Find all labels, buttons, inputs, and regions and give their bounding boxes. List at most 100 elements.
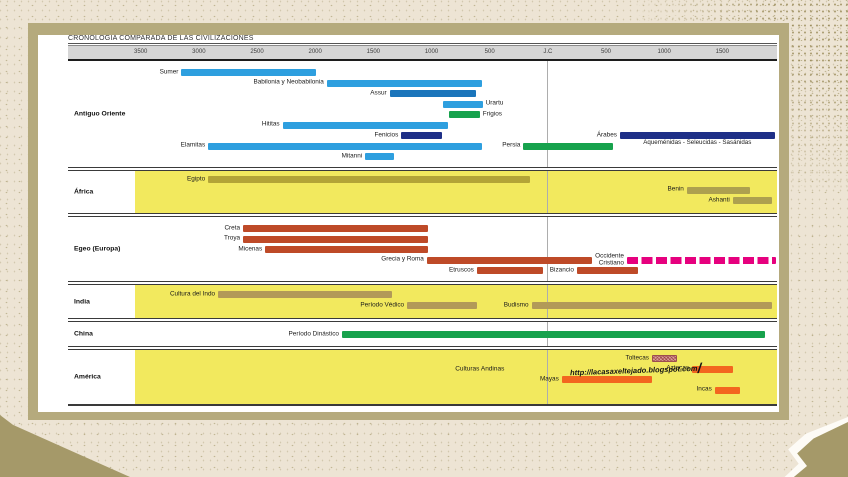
timeline-row: Hititas	[68, 120, 777, 129]
bar-label-etruscos: Etruscos	[449, 266, 474, 274]
chart-panel: CRONOLOGIA COMPARADA DE LAS CIVILIZACION…	[38, 35, 779, 412]
timeline-row: Benin	[68, 185, 777, 194]
bar-label-creta: Creta	[224, 224, 241, 232]
axis-tick-j-c: J.C	[543, 49, 553, 55]
watermark-slash: /	[697, 359, 702, 376]
bar-budismo	[531, 302, 772, 309]
timeline-row: Período Dinástico	[68, 330, 777, 338]
bar-label-periodo-vedico: Período Védico	[360, 301, 405, 309]
section-label-india: India	[74, 298, 90, 305]
bar-label-aztecas: Aztecas	[666, 364, 690, 372]
bar-troya	[243, 235, 429, 243]
bar-frigios	[448, 111, 480, 118]
chart-title: CRONOLOGIA COMPARADA DE LAS CIVILIZACION…	[68, 35, 777, 44]
bar-label-troya: Troya	[223, 234, 241, 242]
bar-mitanni	[365, 153, 395, 160]
axis-tick-500: 500	[484, 49, 495, 55]
axis-tick-500: 500	[600, 49, 612, 55]
section-separator	[68, 346, 777, 350]
bar-label-periodo-dinastico: Período Dinástico	[288, 330, 339, 338]
bar-label-hititas: Hititas	[261, 120, 280, 128]
bar-label-cultura-del-indo: Cultura del Indo	[169, 290, 216, 298]
timeline-row: Frigios	[68, 110, 777, 118]
axis-tick-3500: 3500	[134, 49, 148, 55]
bar-label-babilonia-y-neobabilonia: Babilonia y Neobabilonia	[253, 78, 324, 86]
timeline-row: Creta	[68, 224, 777, 232]
bar-label-fenicios: Fenicios	[374, 131, 399, 139]
bar-urartu	[443, 100, 483, 108]
section-label-africa: África	[74, 188, 94, 196]
bar-grecia-y-roma	[426, 256, 593, 264]
bar-micenas	[265, 246, 428, 253]
bar-label-sumer: Sumer	[159, 68, 179, 76]
timeline-row: Período Védico Budismo	[68, 301, 777, 309]
section-india: India Cultura del Indo Período Védico Budis…	[68, 285, 777, 318]
timeline-row: Sumer	[68, 68, 777, 76]
bar-bizancio	[576, 267, 638, 274]
timeline-row: Egipto	[68, 175, 777, 183]
bar-label-grecia-y-roma: Grecia y Roma	[381, 255, 424, 263]
section-separator	[68, 318, 777, 322]
yellow-band	[135, 285, 777, 318]
timeline-row: Mayas	[68, 375, 777, 383]
bar-label-toltecas: Toltecas	[625, 354, 649, 362]
bar-label-assur: Assur	[370, 89, 387, 97]
jc-reference-line	[547, 61, 549, 404]
bar-babilonia-y-neobabilonia	[326, 79, 482, 87]
bar-label-persia: Persia	[502, 141, 521, 149]
section-separator	[68, 167, 777, 171]
bar-label-micenas: Micenas	[238, 245, 263, 253]
bar-label-benin: Benin	[667, 185, 684, 193]
timeline-row: Troya	[68, 234, 777, 243]
timeline-row: Ashanti	[68, 196, 777, 204]
bar-label-bizancio: Bizancio	[549, 266, 574, 274]
bar-label-occidente-cristiano: Occidente Cristiano	[595, 252, 624, 266]
axis-tick-1000: 1000	[657, 49, 671, 55]
bar-benin	[686, 186, 750, 194]
bar-elamitas	[208, 142, 482, 150]
bar-label-arabes: Árabes	[596, 131, 617, 139]
bar-mayas	[561, 376, 652, 383]
section-label-egeo-europa: Egeo (Europa)	[74, 245, 121, 253]
timeline-row: Etruscos Bizancio	[68, 266, 777, 274]
axis-tick-3000: 3000	[192, 49, 206, 55]
bar-label-urartu: Urartu	[485, 99, 504, 107]
bar-arabes	[619, 132, 775, 139]
section-label-china: China	[74, 330, 93, 338]
timeline-row: Culturas Andinas Aztecas	[68, 364, 777, 373]
bar-etruscos	[476, 267, 543, 274]
bar-assur	[389, 90, 476, 97]
timeline-row: Micenas	[68, 245, 777, 253]
time-axis: 3500 3000 2500 2000 1500 1000 500 J.C 500 1000 150…	[68, 45, 777, 61]
bar-label-elamitas: Elamitas	[180, 141, 206, 149]
axis-tick-1500: 1500	[715, 49, 729, 55]
axis-tick-2000: 2000	[308, 49, 322, 55]
section-label-antiguo-oriente: Antiguo Oriente	[74, 110, 126, 118]
timeline-row: Mitanni	[68, 152, 777, 160]
timeline-row: Toltecas	[68, 354, 777, 362]
timeline-row: Babilonia y Neobabilonia	[68, 78, 777, 87]
section-china: China Período Dinástico	[68, 322, 777, 346]
timeline-plot-area: Antiguo Oriente Sumer Babilonia y Neobabil…	[68, 61, 777, 406]
timeline-row: Cultura del Indo	[68, 290, 777, 298]
axis-tick-1000: 1000	[424, 49, 439, 55]
bar-label-incas: Incas	[696, 385, 712, 393]
label-culturas-andinas: Culturas Andinas	[455, 365, 505, 373]
bar-sumer	[181, 69, 317, 76]
section-separator	[68, 281, 777, 285]
bar-periodo-dinastico	[341, 331, 765, 338]
bar-periodo-vedico	[407, 302, 477, 309]
timeline-row: Assur	[68, 89, 777, 97]
bar-egipto	[208, 176, 530, 183]
bar-label-frigios: Frigios	[482, 110, 502, 118]
bar-aztecas	[692, 365, 733, 373]
timeline-row: Fenicios Árabes Aqueménidas - Seleucidas -…	[68, 131, 777, 146]
bar-toltecas	[651, 355, 677, 362]
bar-label-mayas: Mayas	[539, 375, 559, 383]
chart-frame: CRONOLOGIA COMPARADA DE LAS CIVILIZACION…	[28, 23, 789, 420]
bar-label-ashanti: Ashanti	[708, 196, 730, 204]
section-africa: África Egipto Benin Ashanti	[68, 171, 777, 213]
bar-occidente-cristiano	[626, 256, 776, 264]
bar-label-budismo: Budismo	[503, 301, 529, 309]
